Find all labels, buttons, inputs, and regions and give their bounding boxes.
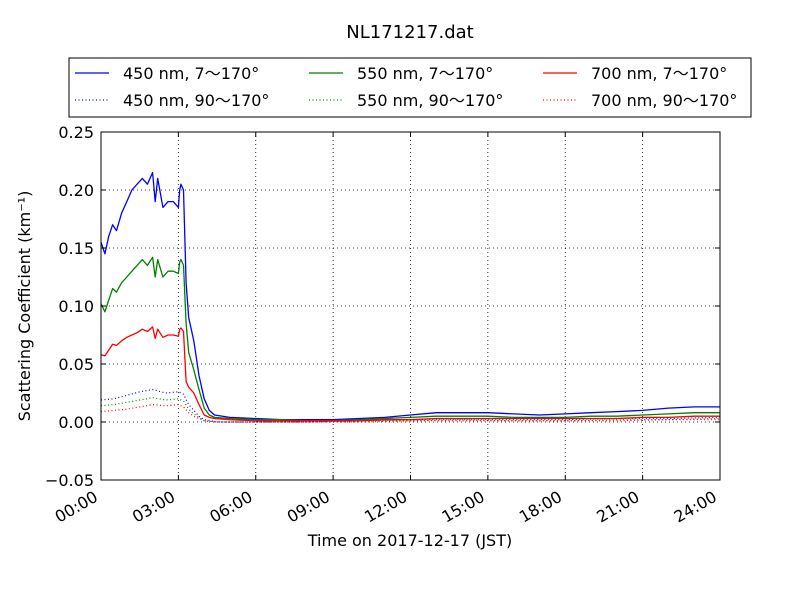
x-tick-label: 21:00 [593, 487, 642, 527]
legend-label: 450 nm, 7～170° [123, 64, 259, 83]
legend-label: 700 nm, 7～170° [591, 64, 727, 83]
x-tick-label: 00:00 [52, 487, 101, 527]
series-line-4 [100, 326, 720, 422]
x-axis-label: Time on 2017-12-17 (JST) [307, 531, 512, 550]
y-tick-label: 0.15 [58, 239, 94, 258]
series-line-5 [100, 404, 720, 423]
legend-label: 550 nm, 7～170° [357, 64, 493, 83]
chart-title: NL171217.dat [346, 22, 473, 43]
y-tick-label: 0.25 [58, 123, 94, 142]
y-axis-label: Scattering Coefficient (km⁻¹) [15, 191, 34, 422]
x-tick-label: 24:00 [671, 487, 720, 527]
grid [101, 132, 720, 480]
x-tick-label: 15:00 [438, 487, 487, 527]
legend-box [68, 57, 752, 118]
y-tick-label: 0.20 [58, 181, 94, 200]
legend-label: 550 nm, 90～170° [357, 91, 503, 110]
y-tick-label: 0.10 [58, 297, 94, 316]
x-tick-label: 09:00 [284, 487, 333, 527]
y-tick-label: −0.05 [45, 471, 94, 490]
x-tick-label: 12:00 [361, 487, 410, 527]
legend: 450 nm, 7～170° 450 nm, 90～170° 550 nm, 7～1… [68, 57, 752, 118]
legend-label: 700 nm, 90～170° [591, 91, 737, 110]
x-tick-label: 06:00 [206, 487, 255, 527]
y-tick-label: 0.05 [58, 355, 94, 374]
x-tick-label: 03:00 [129, 487, 178, 527]
series-line-0 [100, 171, 720, 421]
series-layer [100, 171, 721, 423]
series-line-2 [100, 256, 720, 422]
y-tick-label: 0.00 [58, 413, 94, 432]
legend-label: 450 nm, 90～170° [123, 91, 269, 110]
x-tick-label: 18:00 [516, 487, 565, 527]
